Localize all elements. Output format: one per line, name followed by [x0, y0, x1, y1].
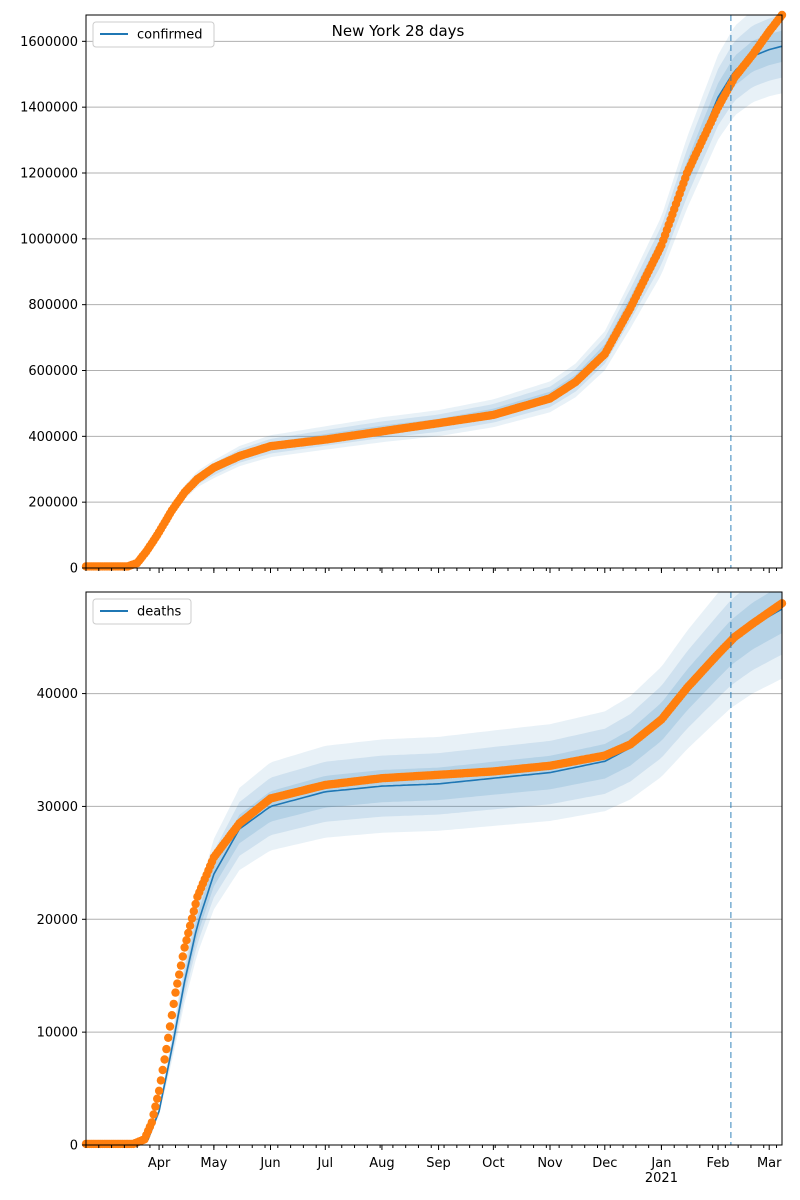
confirmed-x-axis — [85, 568, 778, 573]
deaths-observed-point — [158, 1065, 167, 1075]
deaths-legend-label: deaths — [137, 605, 182, 620]
deaths-observed-point — [187, 914, 197, 923]
deaths-y-tick-label: 0 — [70, 1139, 78, 1154]
deaths-observed-point — [164, 1033, 173, 1043]
confirmed-y-axis: 0 200000 400000 600000 800000 1000000 1200000 1… — [20, 35, 86, 577]
x-tick-label: Aug — [369, 1156, 394, 1171]
deaths-observed-point — [156, 1076, 166, 1085]
deaths-gridlines — [86, 693, 782, 1033]
deaths-observed-point — [165, 1022, 175, 1031]
deaths-y-tick-label: 30000 — [37, 800, 78, 815]
confirmed-legend: confirmed — [92, 21, 215, 48]
x-tick-label: Jun — [259, 1156, 280, 1171]
confirmed-legend-box — [92, 21, 215, 48]
x-tick-label: Mar — [757, 1156, 782, 1171]
panel-deaths: 0 10000 20000 30000 40000 Apr May Jun Jul Aug Sep… — [37, 591, 787, 1171]
deaths-observed-point — [175, 970, 184, 979]
deaths-observed-point — [171, 988, 180, 997]
deaths-observed-point — [149, 1110, 158, 1119]
panel-confirmed: 0 200000 400000 600000 800000 1000000 1200000 1… — [20, 10, 787, 577]
x-tick-label: Jul — [316, 1156, 333, 1171]
deaths-observed-point — [147, 1118, 156, 1127]
deaths-legend: deaths — [92, 598, 192, 625]
x-tick-label: Oct — [482, 1156, 504, 1171]
deaths-observed-point — [189, 907, 198, 916]
confirmed-y-tick-label: 1400000 — [20, 101, 78, 116]
deaths-observed-point — [178, 952, 187, 961]
deaths-observed-point — [154, 1086, 164, 1096]
deaths-observed-point — [182, 936, 191, 945]
x-tick-label: Sep — [426, 1156, 451, 1171]
deaths-observed-point — [191, 899, 200, 909]
deaths-y-tick-label: 20000 — [37, 913, 78, 928]
deaths-y-axis: 0 10000 20000 30000 40000 — [37, 687, 86, 1154]
deaths-observed-point — [153, 1094, 162, 1103]
deaths-observed-point — [151, 1102, 160, 1111]
deaths-y-tick-label: 40000 — [37, 687, 78, 702]
deaths-observed-point — [185, 921, 195, 930]
x-tick-label: May — [200, 1156, 227, 1171]
confirmed-plot-frame — [85, 14, 783, 569]
deaths-legend-box — [92, 598, 192, 625]
deaths-band-3 — [86, 592, 782, 1145]
deaths-band-2 — [86, 592, 782, 1145]
deaths-observed-point — [184, 928, 193, 938]
deaths-plot-frame — [85, 591, 783, 1146]
deaths-observed-point — [176, 961, 186, 970]
confirmed-y-tick-label: 600000 — [28, 364, 78, 379]
x-axis-year-label: 2021 — [645, 1171, 678, 1186]
deaths-band-1 — [86, 592, 782, 1145]
deaths-y-tick-label: 10000 — [37, 1026, 78, 1041]
x-tick-label: Jan — [650, 1156, 671, 1171]
deaths-observed-points — [81, 599, 787, 1149]
x-tick-label: Nov — [537, 1156, 563, 1171]
deaths-observed-point — [180, 943, 189, 952]
confirmed-y-tick-label: 1600000 — [20, 35, 78, 50]
confirmed-y-tick-label: 800000 — [28, 298, 78, 313]
deaths-x-axis: Apr May Jun Jul Aug Sep Oct Nov Dec Jan Feb Mar — [85, 1145, 782, 1171]
confirmed-y-tick-label: 400000 — [28, 430, 78, 445]
x-tick-label: Dec — [592, 1156, 617, 1171]
x-tick-label: Feb — [707, 1156, 730, 1171]
deaths-observed-point — [169, 999, 178, 1009]
confirmed-y-tick-label: 1200000 — [20, 167, 78, 182]
chart-title: New York 28 days — [332, 22, 465, 40]
confirmed-legend-label: confirmed — [137, 28, 203, 43]
deaths-observed-point — [162, 1044, 171, 1054]
deaths-observed-point — [167, 1011, 177, 1020]
deaths-observed-point — [160, 1055, 169, 1064]
deaths-uncertainty-bands — [86, 592, 782, 1145]
confirmed-y-tick-label: 1000000 — [20, 232, 78, 247]
confirmed-y-tick-label: 0 — [70, 562, 78, 577]
x-tick-label: Apr — [148, 1156, 171, 1171]
deaths-observed-point — [173, 979, 182, 988]
confirmed-y-tick-label: 200000 — [28, 496, 78, 511]
